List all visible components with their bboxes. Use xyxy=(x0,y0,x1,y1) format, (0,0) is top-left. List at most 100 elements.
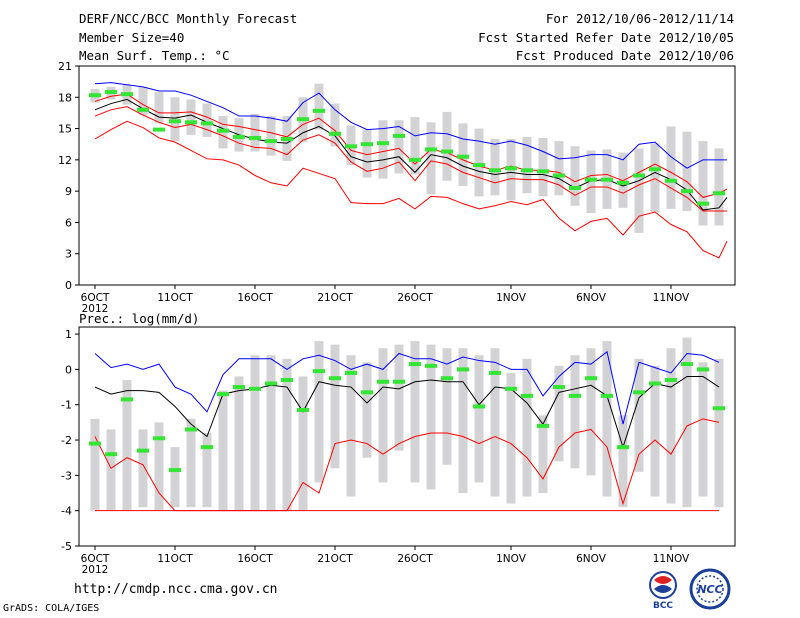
mean-mark-21 xyxy=(425,147,437,152)
mean-mark-8 xyxy=(217,128,229,133)
refer-date: Fcst Started Refer Date 2012/10/05 xyxy=(478,30,734,45)
y-tick-label: 6 xyxy=(65,216,72,229)
mean-mark-13 xyxy=(297,117,309,122)
mean-mark-9 xyxy=(233,385,245,390)
y-tick-label: 12 xyxy=(58,154,72,167)
box-day-30 xyxy=(570,355,580,469)
box-day-37 xyxy=(682,131,692,211)
box-day-38 xyxy=(698,362,708,497)
box-day-23 xyxy=(458,123,468,186)
box-day-18 xyxy=(378,348,388,483)
y-tick-label: -2 xyxy=(61,434,72,447)
y-tick-label: 0 xyxy=(65,279,72,292)
x-tick-label: 11NOV xyxy=(653,553,690,565)
mean-mark-1 xyxy=(105,90,117,95)
mean-mark-10 xyxy=(249,135,261,140)
mean-mark-10 xyxy=(249,386,261,391)
mean-mark-5 xyxy=(169,468,181,473)
x-tick-label: 6NOV xyxy=(576,292,607,304)
series-upper-line xyxy=(94,93,728,198)
mean-mark-39 xyxy=(713,191,725,196)
box-day-22 xyxy=(442,348,452,465)
box-day-21 xyxy=(426,122,436,195)
mean-mark-13 xyxy=(297,408,309,413)
series-max-line xyxy=(94,350,720,425)
y-tick-label: 15 xyxy=(58,123,72,136)
box-day-36 xyxy=(666,126,676,209)
box-day-9 xyxy=(234,376,244,511)
mean-mark-35 xyxy=(649,167,661,172)
box-day-19 xyxy=(394,120,404,174)
box-day-18 xyxy=(378,120,388,179)
mean-mark-16 xyxy=(345,370,357,375)
box-day-30 xyxy=(570,146,580,206)
mean-mark-4 xyxy=(153,127,165,132)
box-day-10 xyxy=(250,113,260,152)
mean-mark-3 xyxy=(137,107,149,112)
x-tick-label: 6NOV xyxy=(576,553,607,565)
box-day-3 xyxy=(138,86,148,116)
box-day-20 xyxy=(410,117,420,175)
mean-mark-37 xyxy=(681,189,693,194)
x-tick-label: 6OCT xyxy=(81,553,110,565)
mean-mark-33 xyxy=(617,445,629,450)
mean-mark-28 xyxy=(537,423,549,428)
mean-mark-36 xyxy=(665,178,677,183)
box-day-35 xyxy=(650,143,660,212)
x-tick-label: 11OCT xyxy=(157,292,193,304)
box-day-25 xyxy=(490,348,500,497)
box-day-10 xyxy=(250,355,260,511)
box-day-34 xyxy=(634,148,644,233)
box-day-22 xyxy=(442,111,452,181)
mean-mark-23 xyxy=(457,154,469,159)
mean-mark-8 xyxy=(217,392,229,397)
box-day-29 xyxy=(554,141,564,196)
chart-title: DERF/NCC/BCC Monthly Forecast xyxy=(79,11,298,26)
mean-mark-12 xyxy=(281,377,293,382)
mean-mark-22 xyxy=(441,376,453,381)
plot-frame xyxy=(78,326,736,547)
mean-mark-28 xyxy=(537,169,549,174)
x-year-label: 2012 xyxy=(82,564,109,576)
x-year-label: 2012 xyxy=(82,303,109,315)
box-day-27 xyxy=(522,136,532,194)
box-day-36 xyxy=(666,348,676,504)
box-day-20 xyxy=(410,341,420,483)
x-tick-label: 1NOV xyxy=(496,292,527,304)
mean-mark-1 xyxy=(105,452,117,457)
temperature-chart: 0 3 6 9 12 15 18 21 6OCT 11OCT 16OCT 21OCT 26OCT 1NOV… xyxy=(58,60,736,315)
source-url[interactable]: http://cmdp.ncc.cma.gov.cn xyxy=(74,582,278,597)
box-day-24 xyxy=(474,128,484,197)
box-day-38 xyxy=(698,141,708,226)
y-tick-label: 21 xyxy=(58,60,72,73)
box-day-8 xyxy=(218,390,228,511)
box-day-28 xyxy=(538,415,548,494)
box-day-7 xyxy=(202,432,212,508)
box-day-14 xyxy=(314,83,324,130)
mean-mark-0 xyxy=(89,441,101,446)
box-day-17 xyxy=(362,129,372,178)
box-day-23 xyxy=(458,348,468,494)
mean-mark-31 xyxy=(585,177,597,182)
box-day-13 xyxy=(298,376,308,511)
mean-mark-24 xyxy=(473,163,485,168)
box-day-4 xyxy=(154,92,164,124)
box-day-1 xyxy=(106,429,116,511)
mean-mark-2 xyxy=(121,397,133,402)
box-day-27 xyxy=(522,358,532,497)
mean-mark-4 xyxy=(153,436,165,441)
box-day-7 xyxy=(202,103,212,137)
mean-mark-31 xyxy=(585,376,597,381)
mean-mark-5 xyxy=(169,119,181,124)
series-max-line xyxy=(94,82,727,169)
y-tick-label: -4 xyxy=(61,505,72,518)
mean-mark-30 xyxy=(569,186,581,191)
mean-mark-32 xyxy=(601,393,613,398)
box-day-19 xyxy=(394,344,404,451)
box-day-16 xyxy=(346,355,356,497)
mean-mark-11 xyxy=(265,139,277,144)
box-day-33 xyxy=(618,415,628,508)
box-day-4 xyxy=(154,422,164,511)
x-tick-label: 26OCT xyxy=(397,553,433,565)
